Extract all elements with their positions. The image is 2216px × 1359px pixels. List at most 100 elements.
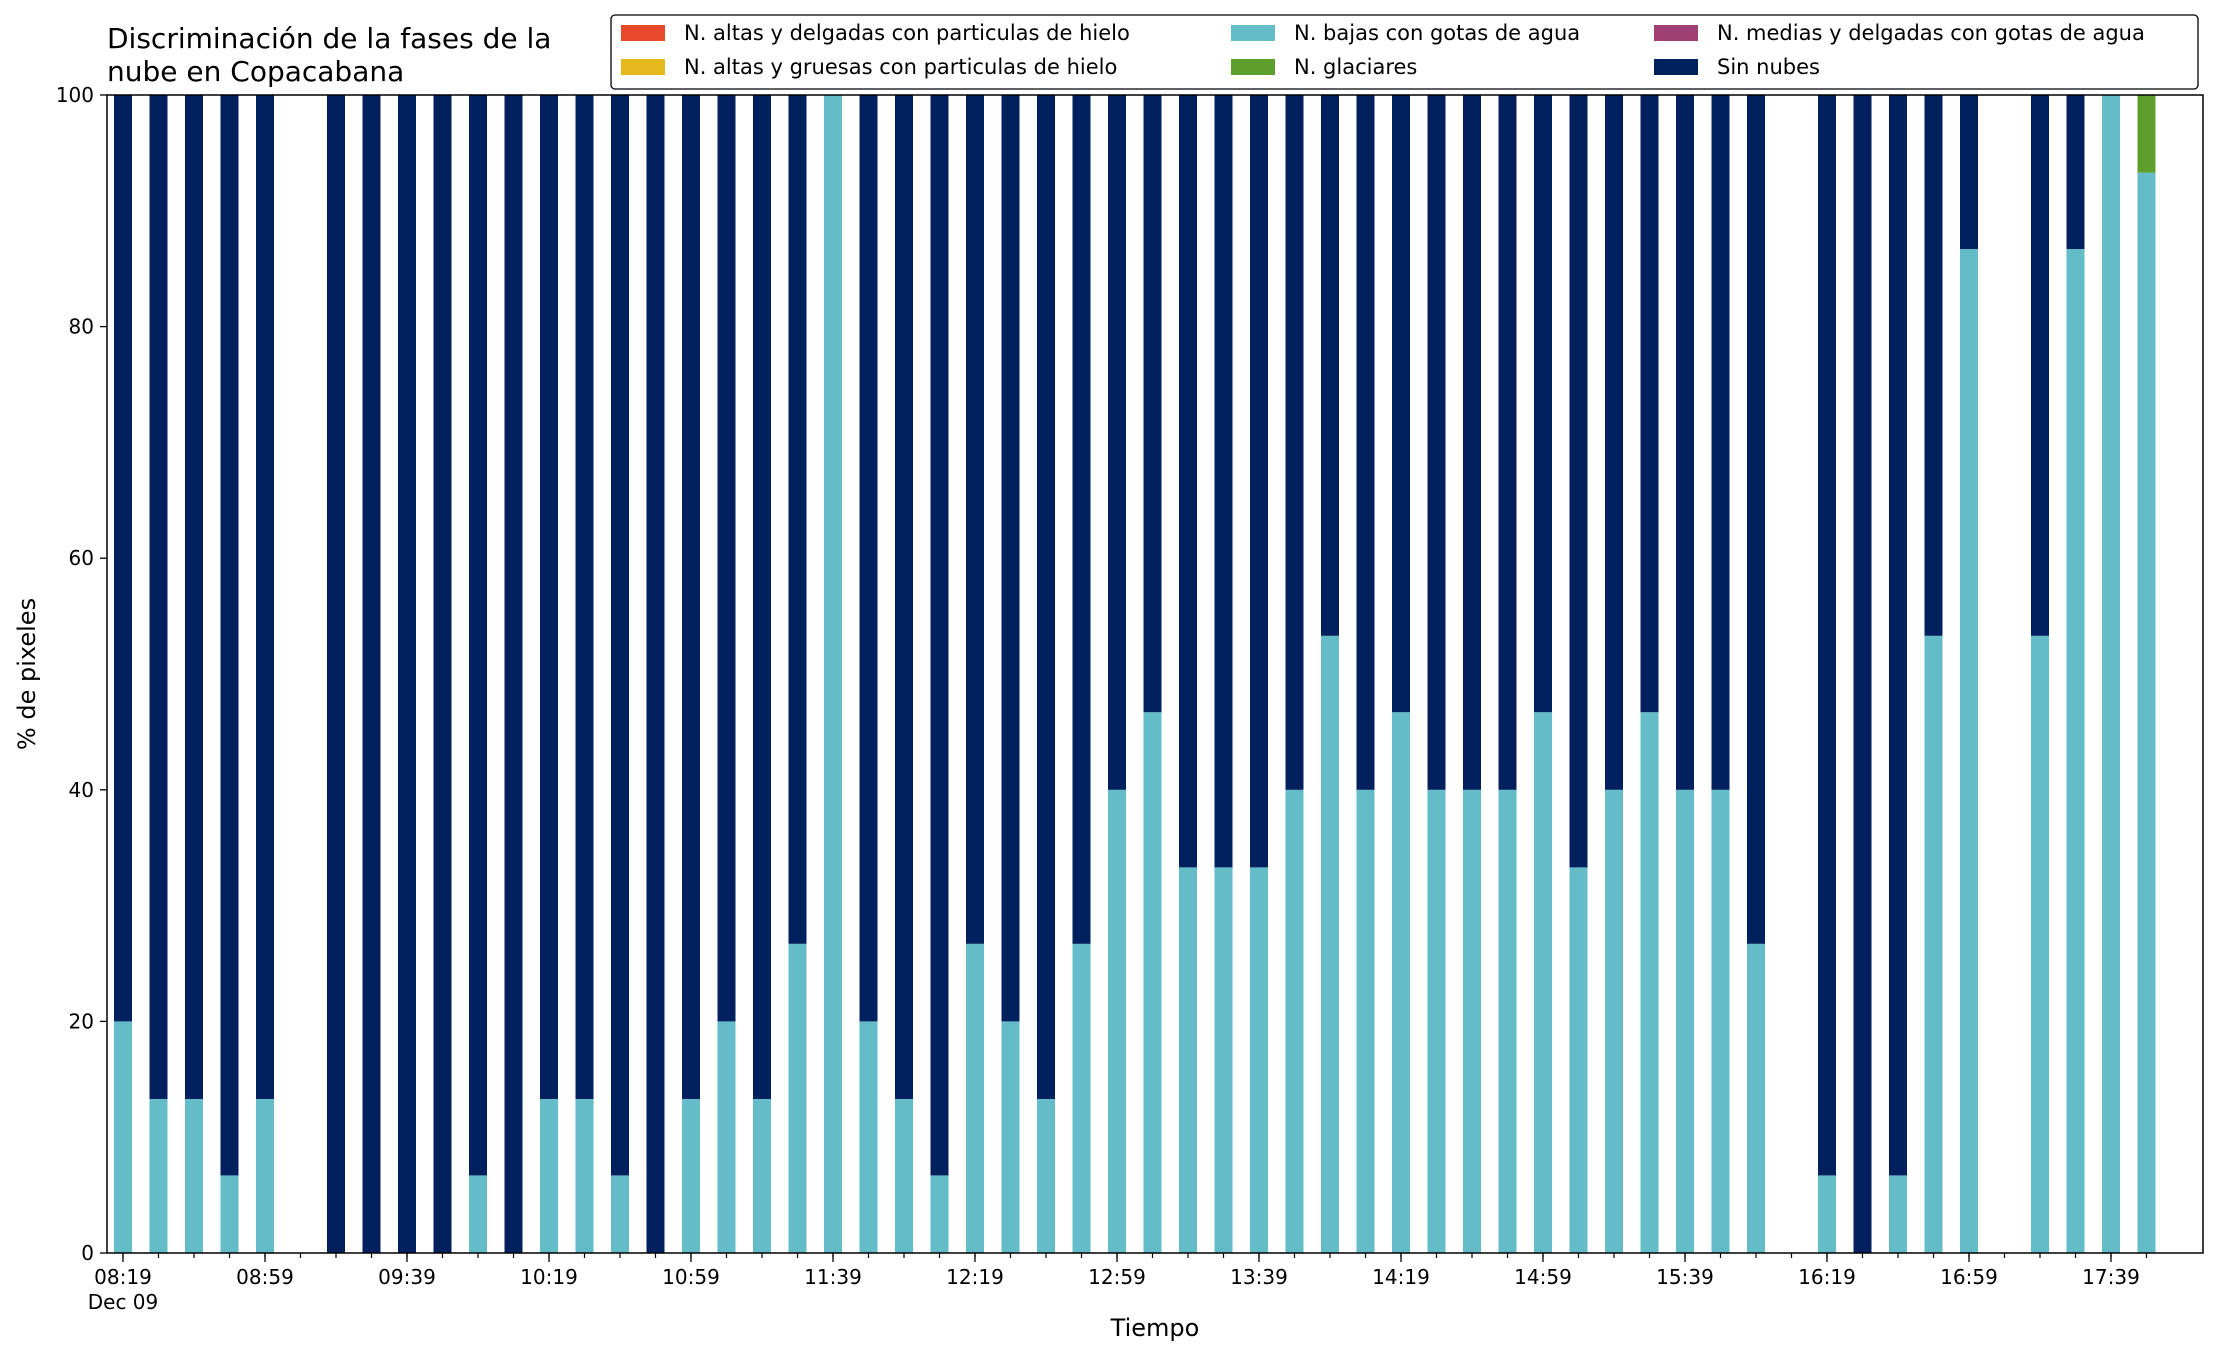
bar-6-17:29 — [2066, 95, 2085, 250]
bar-3-12:19 — [966, 943, 984, 1253]
bar-6-09:29 — [362, 95, 381, 1253]
bar-6-16:19 — [1818, 95, 1836, 1176]
bar-6-16:49 — [1924, 95, 1943, 636]
bar-6-14:59 — [1534, 95, 1552, 713]
bar-3-13:59 — [1321, 635, 1339, 1253]
legend-label-4: N. glaciares — [1294, 55, 1417, 79]
plot-frame — [106, 94, 2204, 1254]
bar-3-08:39 — [185, 1098, 203, 1253]
bar-4-17:49 — [2137, 95, 2156, 173]
bar-6-12:39 — [1037, 95, 1055, 1099]
bar-3-16:39 — [1889, 1175, 1907, 1253]
bar-6-15:49 — [1711, 95, 1730, 790]
bar-6-08:19 — [114, 95, 132, 1022]
bar-3-14:19 — [1392, 712, 1410, 1253]
bar-6-15:59 — [1747, 95, 1765, 944]
x-tick-label: 16:59 — [1940, 1265, 1998, 1289]
bar-6-12:49 — [1072, 95, 1091, 944]
legend-swatch-3 — [1231, 25, 1275, 41]
bar-6-14:29 — [1427, 95, 1446, 790]
x-tick-label: 10:59 — [662, 1265, 720, 1289]
y-axis-label: % de pixeles — [13, 598, 41, 750]
chart-title-line: Discriminación de la fases de la — [107, 22, 551, 55]
x-tick-sublabel: Dec 09 — [88, 1290, 159, 1314]
bar-3-15:39 — [1676, 789, 1694, 1253]
bar-3-16:59 — [1960, 249, 1978, 1253]
bar-6-13:39 — [1250, 95, 1268, 868]
bar-3-12:49 — [1072, 943, 1091, 1253]
bar-6-11:29 — [788, 95, 807, 944]
bar-6-13:49 — [1285, 95, 1304, 790]
bar-3-12:59 — [1108, 789, 1126, 1253]
legend-swatch-4 — [1231, 59, 1275, 75]
bar-3-10:39 — [611, 1175, 629, 1253]
legend-swatch-2 — [621, 59, 665, 75]
bar-3-08:59 — [256, 1098, 274, 1253]
bar-6-13:29 — [1214, 95, 1233, 868]
bar-6-11:09 — [717, 95, 736, 1022]
bar-6-10:29 — [575, 95, 594, 1099]
bar-6-14:49 — [1498, 95, 1517, 790]
bar-6-10:09 — [504, 95, 523, 1253]
bar-6-10:59 — [682, 95, 700, 1099]
bar-3-13:49 — [1285, 789, 1304, 1253]
bar-3-11:09 — [717, 1021, 736, 1253]
x-tick-label: 14:19 — [1372, 1265, 1430, 1289]
x-axis-label: Tiempo — [1110, 1314, 1200, 1342]
bar-3-13:19 — [1179, 867, 1197, 1253]
legend-label-2: N. altas y gruesas con particulas de hie… — [684, 55, 1117, 79]
x-tick-label: 08:19 — [94, 1265, 152, 1289]
bar-3-08:19 — [114, 1021, 132, 1253]
x-tick-label: 08:59 — [236, 1265, 294, 1289]
bar-6-11:59 — [895, 95, 913, 1099]
bar-3-16:19 — [1818, 1175, 1836, 1253]
legend-label-5: N. medias y delgadas con gotas de agua — [1717, 21, 2145, 45]
chart-title-line: nube en Copacabana — [107, 55, 404, 88]
bar-3-11:19 — [753, 1098, 771, 1253]
bar-6-08:39 — [185, 95, 203, 1099]
x-tick-label: 12:19 — [946, 1265, 1004, 1289]
bar-6-10:19 — [540, 95, 558, 1099]
bar-6-09:19 — [327, 95, 345, 1253]
bar-6-12:19 — [966, 95, 984, 944]
bar-6-14:09 — [1356, 95, 1375, 790]
y-tick-label: 60 — [69, 546, 94, 570]
bar-3-15:49 — [1711, 789, 1730, 1253]
bar-3-17:39 — [2102, 95, 2120, 1253]
bar-6-12:59 — [1108, 95, 1126, 790]
bar-3-11:49 — [859, 1021, 878, 1253]
y-tick-label: 100 — [56, 83, 94, 107]
bar-3-16:49 — [1924, 635, 1943, 1253]
y-tick-label: 0 — [81, 1241, 94, 1265]
bar-6-13:09 — [1143, 95, 1162, 713]
x-tick-label: 14:59 — [1514, 1265, 1572, 1289]
bar-6-12:29 — [1001, 95, 1020, 1022]
legend-box — [610, 14, 2199, 90]
bar-6-08:29 — [149, 95, 168, 1099]
bar-3-14:39 — [1463, 789, 1481, 1253]
bar-6-11:49 — [859, 95, 878, 1022]
bar-6-15:19 — [1605, 95, 1623, 790]
bar-3-12:29 — [1001, 1021, 1020, 1253]
bar-3-14:59 — [1534, 712, 1552, 1253]
bar-3-10:19 — [540, 1098, 558, 1253]
bar-6-16:29 — [1853, 95, 1872, 1253]
bar-3-15:59 — [1747, 943, 1765, 1253]
bar-6-09:59 — [469, 95, 487, 1176]
x-tick-label: 12:59 — [1088, 1265, 1146, 1289]
legend-label-6: Sin nubes — [1717, 55, 1820, 79]
bar-3-11:29 — [788, 943, 807, 1253]
bar-3-11:39 — [824, 95, 842, 1253]
bar-3-11:59 — [895, 1098, 913, 1253]
bar-6-11:19 — [753, 95, 771, 1099]
bar-3-08:29 — [149, 1098, 168, 1253]
y-tick-label: 40 — [69, 778, 94, 802]
bar-6-15:09 — [1569, 95, 1588, 868]
bar-6-09:39 — [398, 95, 416, 1253]
bar-6-10:39 — [611, 95, 629, 1176]
bar-6-15:29 — [1640, 95, 1659, 713]
bar-3-17:29 — [2066, 249, 2085, 1253]
x-tick-label: 17:39 — [2082, 1265, 2140, 1289]
